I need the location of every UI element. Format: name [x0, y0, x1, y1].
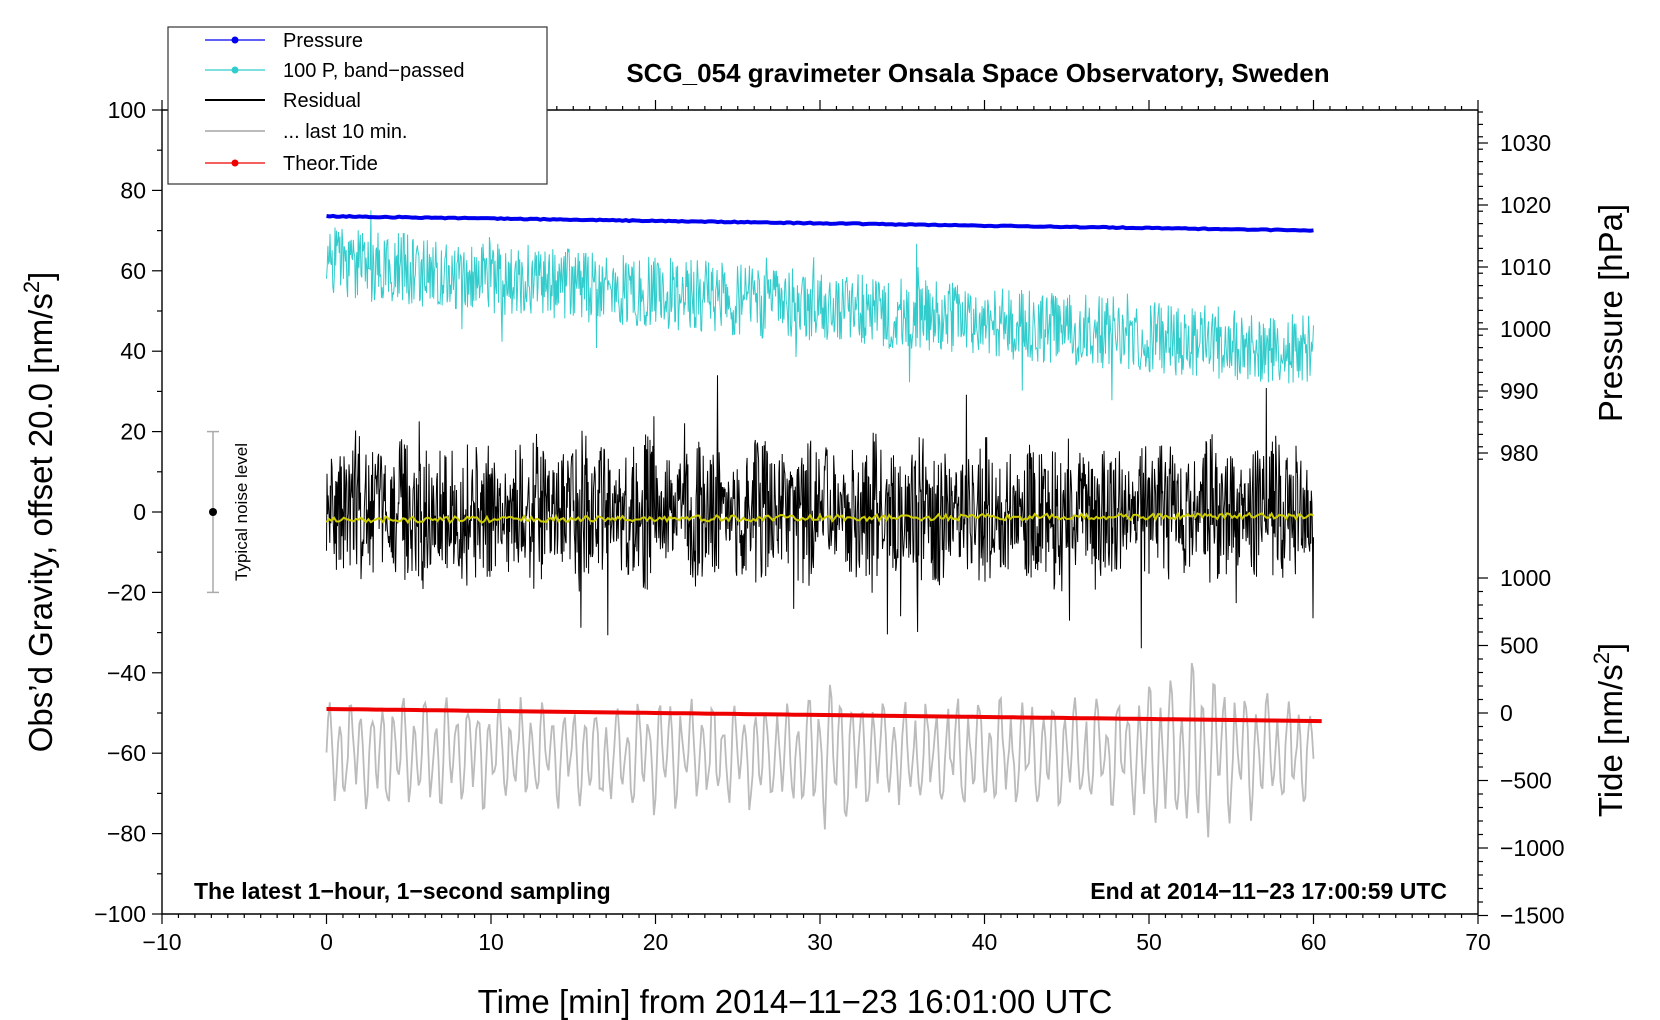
pressure-tick-label: 1000: [1500, 316, 1551, 342]
y-tick-label-left: −80: [107, 821, 146, 847]
pressure-tick-label: 1030: [1500, 130, 1551, 156]
y-axis-tide-title: Tide [nm/s2]: [1589, 643, 1629, 817]
x-tick-label: 70: [1465, 929, 1491, 955]
y-tick-label-left: 100: [108, 97, 146, 123]
chart-title: SCG_054 gravimeter Onsala Space Observat…: [626, 58, 1329, 88]
y-axis-pressure-title: Pressure [hPa]: [1592, 204, 1629, 422]
y-axis-left-title: Obs’d Gravity, offset 20.0 [nm/s2]: [19, 272, 59, 753]
tide-tick-label: −500: [1500, 768, 1552, 794]
y-axis-tide-title-sup: 2: [1589, 652, 1614, 664]
legend-bandpassed-label: 100 P, band−passed: [283, 60, 464, 82]
note-latest-hour: The latest 1−hour, 1−second sampling: [194, 878, 611, 904]
series-residual: [326, 375, 1314, 649]
legend-bandpassed-marker: [231, 66, 239, 74]
x-tick-label: 50: [1136, 929, 1162, 955]
noise-center-dot: [209, 508, 217, 516]
x-tick-label: 30: [807, 929, 833, 955]
axis-ticks: −10 0 10 20 30 40 50 60 70100806040200−20−40−60−…: [94, 97, 1564, 955]
y-tick-label-left: −100: [94, 901, 146, 927]
pressure-tick-label: 990: [1500, 378, 1538, 404]
tide-tick-label: −1000: [1500, 835, 1565, 861]
x-tick-label: 60: [1301, 929, 1327, 955]
legend-box: [167, 26, 548, 185]
series-group: [325, 210, 1322, 838]
legend-pressure-label: Pressure: [283, 30, 363, 52]
legend-tide-label: Theor.Tide: [283, 153, 378, 175]
pressure-tick-label: 1010: [1500, 254, 1551, 280]
series-residual-smoothed: [325, 511, 1314, 525]
tide-tick-label: −1500: [1500, 903, 1565, 929]
note-end-time: End at 2014−11−23 17:00:59 UTC: [1090, 878, 1447, 904]
x-tick-label: 0: [320, 929, 333, 955]
y-tick-label-left: 20: [120, 419, 146, 445]
x-tick-label: 40: [972, 929, 998, 955]
legend-tide-marker: [231, 159, 239, 167]
legend-item-pressure: Pressure: [205, 30, 363, 52]
x-tick-label: −10: [142, 929, 181, 955]
y-axis-left-title-sup: 2: [19, 281, 44, 293]
series-theoretical-tide: [326, 707, 1322, 724]
tide-tick-label: 0: [1500, 700, 1513, 726]
legend-item-last10: ... last 10 min.: [205, 121, 408, 143]
x-tick-label: 20: [643, 929, 669, 955]
noise-label: Typical noise level: [232, 443, 251, 581]
y-axis-left-title-text: Obs’d Gravity, offset 20.0 [nm/s: [22, 293, 59, 752]
tide-tick-label: 500: [1500, 633, 1538, 659]
y-tick-label-left: 0: [133, 499, 146, 525]
legend-pressure-marker: [231, 36, 239, 44]
legend-residual-label: Residual: [283, 90, 361, 112]
y-tick-label-left: −40: [107, 660, 146, 686]
series-bandpassed-pressure: [326, 210, 1314, 401]
legend-last10-label: ... last 10 min.: [283, 121, 408, 143]
y-tick-label-left: −20: [107, 579, 146, 605]
pressure-tick-label: 980: [1500, 440, 1538, 466]
y-tick-label-left: 40: [120, 338, 146, 364]
series-last-10-min: [325, 663, 1315, 838]
legend-item-bandpassed: 100 P, band−passed: [205, 60, 464, 82]
y-axis-left-title-bracket: ]: [22, 272, 59, 281]
y-tick-label-left: 60: [120, 258, 146, 284]
y-axis-tide-title-bracket: ]: [1592, 643, 1629, 652]
legend: Pressure 100 P, band−passed Residual ...…: [167, 26, 548, 185]
y-axis-tide-title-text: Tide [nm/s: [1592, 664, 1629, 817]
x-axis-title: Time [min] from 2014−11−23 16:01:00 UTC: [478, 983, 1113, 1020]
legend-item-residual: Residual: [205, 90, 361, 112]
legend-item-tide: Theor.Tide: [205, 153, 378, 175]
pressure-tick-label: 1020: [1500, 192, 1551, 218]
series-pressure: [326, 213, 1314, 233]
tide-tick-label: 1000: [1500, 565, 1551, 591]
x-tick-label: 10: [478, 929, 504, 955]
y-tick-label-left: 80: [120, 177, 146, 203]
noise-indicator: Typical noise level: [207, 430, 251, 594]
y-tick-label-left: −60: [107, 740, 146, 766]
